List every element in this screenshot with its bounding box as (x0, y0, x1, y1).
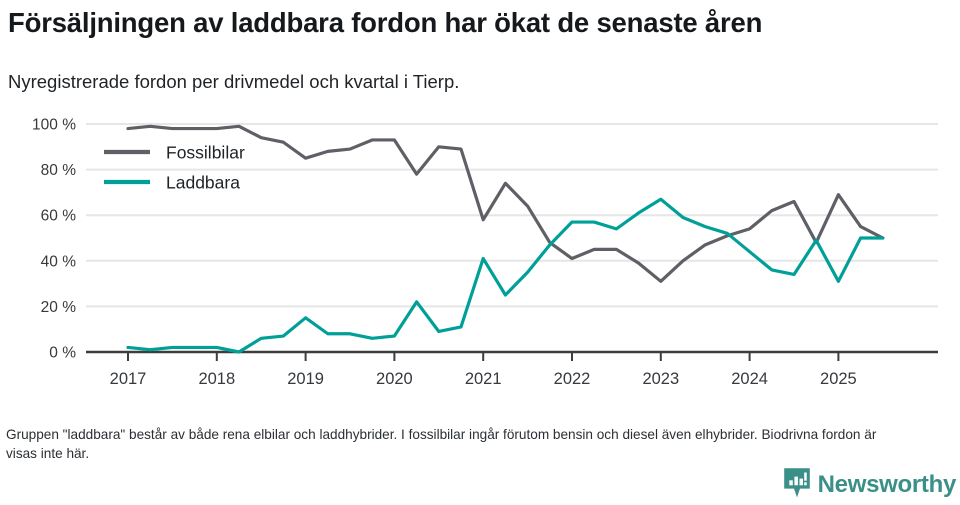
x-axis-tick-label: 2024 (731, 370, 768, 388)
line-chart-svg: 0 % 20 % 40 % 60 % 80 % 100 % 2017 2018 2019 202… (32, 117, 938, 388)
legend-label-fossilbilar: Fossilbilar (166, 143, 245, 163)
series-line-fossilbilar (126, 124, 885, 283)
y-axis-labels-group: 0 % 20 % 40 % 60 % 80 % 100 % (32, 117, 76, 362)
page-title: Försäljningen av laddbara fordon har öka… (8, 7, 763, 38)
chart-subtitle: Nyregistrerade fordon per drivmedel och … (8, 71, 460, 92)
brand-logo: Newsworthy (783, 467, 957, 504)
chart-legend: Fossilbilar Laddbara (104, 143, 245, 193)
newsworthy-pin-bars-icon (783, 467, 811, 504)
chart-footnote: Gruppen "laddbara" består av både rena e… (6, 427, 877, 461)
y-axis-tick-label: 0 % (49, 345, 76, 362)
x-axis-tick-label: 2025 (820, 370, 857, 388)
brand-name: Newsworthy (817, 471, 957, 498)
x-axis-tick-label: 2022 (554, 370, 591, 388)
x-axis-tick-label: 2019 (287, 370, 324, 388)
plot-area: 0 % 20 % 40 % 60 % 80 % 100 % 2017 2018 2019 202… (0, 105, 960, 390)
x-axis-ticks-group (127, 352, 840, 361)
y-axis-tick-label: 60 % (41, 208, 77, 225)
x-axis-labels-group: 2017 2018 2019 2020 2021 2022 2023 2024 2025 (110, 370, 857, 388)
x-axis-tick-label: 2018 (198, 370, 235, 388)
gridlines-group (86, 123, 938, 308)
y-axis-tick-label: 100 % (32, 117, 76, 134)
series-lines-group (126, 124, 885, 354)
y-axis-tick-label: 20 % (41, 299, 77, 316)
series-line-laddbara (126, 197, 885, 354)
y-axis-tick-label: 80 % (41, 162, 77, 179)
x-axis-tick-label: 2021 (465, 370, 502, 388)
y-axis-tick-label: 40 % (41, 253, 77, 270)
x-axis-tick-label: 2023 (642, 370, 679, 388)
x-axis-tick-label: 2017 (110, 370, 147, 388)
x-axis-tick-label: 2020 (376, 370, 413, 388)
legend-label-laddbara: Laddbara (166, 173, 240, 193)
